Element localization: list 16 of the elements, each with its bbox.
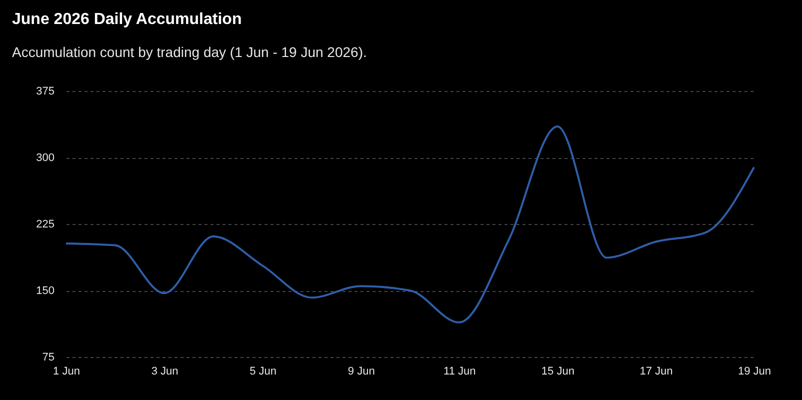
x-tick-label: 15 Jun — [541, 366, 574, 378]
y-tick-label: 75 — [42, 352, 54, 364]
chart-title: June 2026 Daily Accumulation — [12, 11, 242, 29]
x-tick-label: 19 Jun — [738, 366, 772, 378]
line-series — [65, 125, 755, 324]
chart-subtitle: Accumulation count by trading day (1 Jun - 19 Jun 2026). — [12, 44, 367, 60]
x-tick-label: 17 Jun — [640, 366, 673, 378]
y-tick-label: 300 — [36, 152, 54, 164]
x-tick-label: 1 Jun — [53, 366, 80, 378]
y-tick-label: 225 — [36, 218, 54, 230]
x-tick-label: 3 Jun — [151, 366, 178, 378]
x-tick-label: 9 Jun — [348, 366, 375, 378]
y-tick-label: 375 — [36, 86, 54, 98]
x-tick-label: 5 Jun — [250, 366, 277, 378]
y-tick-label: 150 — [36, 285, 54, 297]
x-tick-label: 11 Jun — [444, 366, 476, 378]
